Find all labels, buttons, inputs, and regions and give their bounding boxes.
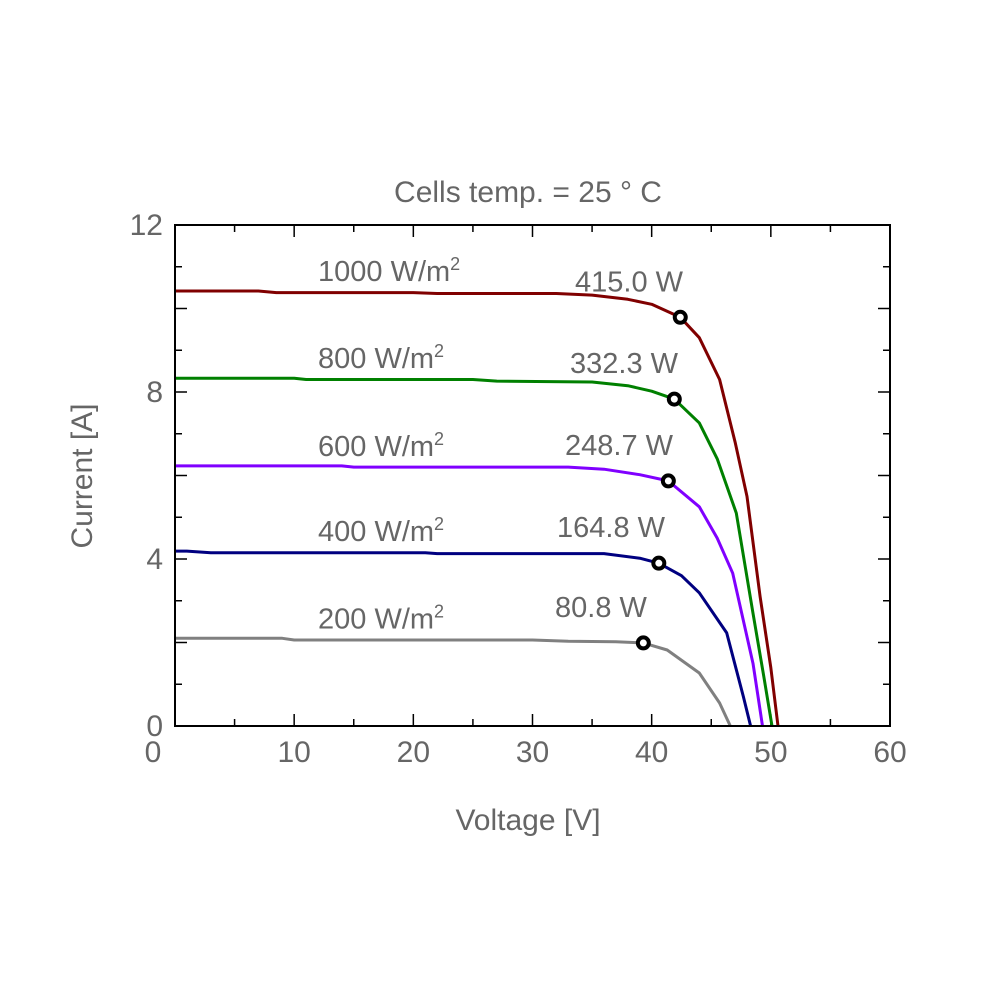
series-label: 800 W/m2	[318, 341, 444, 375]
x-tick-label: 50	[754, 736, 787, 769]
series-label: 400 W/m2	[318, 514, 444, 548]
y-axis-label: Current [A]	[66, 403, 99, 548]
y-tick-label: 0	[146, 710, 163, 743]
series-line	[175, 289, 780, 727]
power-label: 80.8 W	[555, 592, 647, 624]
series-line	[175, 376, 774, 727]
series-label: 1000 W/m2	[318, 254, 460, 288]
mpp-marker	[635, 635, 651, 651]
series-line	[175, 464, 764, 727]
power-label: 164.8 W	[557, 512, 666, 544]
mpp-marker	[672, 309, 688, 325]
power-label: 415.0 W	[575, 266, 684, 298]
series-label: 200 W/m2	[318, 601, 444, 635]
series-line	[175, 636, 732, 727]
x-tick-label: 30	[516, 736, 549, 769]
x-tick-label: 40	[635, 736, 668, 769]
series-label: 600 W/m2	[318, 429, 444, 463]
power-label: 248.7 W	[565, 430, 674, 462]
series-line	[175, 549, 753, 727]
x-axis-label: Voltage [V]	[455, 804, 600, 837]
x-tick-label: 0	[145, 736, 162, 769]
x-tick-label: 20	[397, 736, 430, 769]
y-tick-label: 12	[130, 209, 163, 242]
y-tick-label: 8	[146, 376, 163, 409]
mpp-marker	[651, 555, 667, 571]
y-tick-label: 4	[146, 543, 163, 576]
plot-frame	[174, 224, 891, 727]
x-tick-label: 10	[277, 736, 310, 769]
chart-title: Cells temp. = 25 ° C	[394, 176, 662, 209]
x-tick-label: 60	[873, 736, 906, 769]
mpp-marker	[666, 391, 682, 407]
power-label: 332.3 W	[570, 348, 679, 380]
mpp-marker	[660, 473, 676, 489]
